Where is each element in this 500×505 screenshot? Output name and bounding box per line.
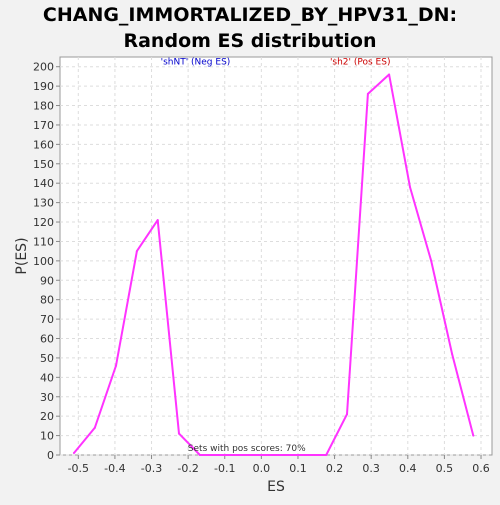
y-tick-label: 30 (40, 391, 54, 404)
data-point (430, 259, 433, 262)
y-tick-label: 130 (33, 197, 54, 210)
data-point (261, 454, 264, 456)
y-tick-label: 0 (47, 449, 54, 462)
y-tick-label: 120 (33, 216, 54, 229)
data-point (115, 364, 118, 367)
x-axis-label: ES (267, 479, 285, 495)
data-point (366, 92, 369, 95)
y-tick-label: 200 (33, 61, 54, 74)
y-tick-label: 140 (33, 177, 54, 190)
y-tick-label: 20 (40, 410, 54, 423)
data-point (220, 454, 223, 456)
y-tick-label: 40 (40, 371, 54, 384)
data-point (346, 413, 349, 416)
y-tick-label: 190 (33, 80, 54, 93)
data-point (303, 454, 306, 456)
x-tick-label: 0.4 (399, 462, 417, 475)
x-tick-label: 0.1 (289, 462, 307, 475)
y-tick-label: 170 (33, 119, 54, 132)
chart-title-line: Random ES distribution (123, 30, 376, 52)
y-tick-label: 100 (33, 255, 54, 268)
y-tick-label: 10 (40, 430, 54, 443)
data-point (135, 250, 138, 253)
data-point (388, 73, 391, 76)
data-point (93, 426, 96, 429)
x-tick-label: 0.6 (472, 462, 490, 475)
chart-title-line: CHANG_IMMORTALIZED_BY_HPV31_DN: (43, 4, 457, 26)
y-tick-label: 160 (33, 138, 54, 151)
y-tick-label: 70 (40, 313, 54, 326)
y-tick-label: 150 (33, 158, 54, 171)
series-line (73, 73, 475, 456)
data-point (472, 434, 475, 437)
y-tick-label: 50 (40, 352, 54, 365)
y-tick-label: 110 (33, 235, 54, 248)
data-point (325, 454, 328, 456)
data-point (283, 454, 286, 456)
x-tick-label: 0.3 (362, 462, 380, 475)
data-point (408, 186, 411, 189)
data-point (451, 353, 454, 356)
chart-annotation: Sets with pos scores: 70% (188, 444, 306, 454)
x-tick-label: 0.2 (326, 462, 344, 475)
y-tick-label: 180 (33, 100, 54, 113)
chart-annotation: 'sh2' (Pos ES) (330, 58, 391, 68)
data-point (72, 452, 75, 455)
plot-area (59, 56, 493, 456)
x-tick-label: -0.4 (104, 462, 125, 475)
data-point (177, 432, 180, 435)
data-point (240, 454, 243, 456)
x-tick-label: -0.5 (68, 462, 89, 475)
data-point (156, 219, 159, 222)
data-point (198, 454, 201, 456)
x-tick-label: -0.2 (177, 462, 198, 475)
x-tick-label: 0.0 (253, 462, 271, 475)
x-tick-label: -0.3 (141, 462, 162, 475)
y-tick-label: 80 (40, 294, 54, 307)
x-tick-label: 0.5 (436, 462, 454, 475)
y-tick-label: 90 (40, 274, 54, 287)
y-axis-label: P(ES) (14, 237, 30, 274)
chart-annotation: 'shNT' (Neg ES) (161, 58, 231, 68)
y-tick-label: 60 (40, 333, 54, 346)
x-tick-label: -0.1 (214, 462, 235, 475)
